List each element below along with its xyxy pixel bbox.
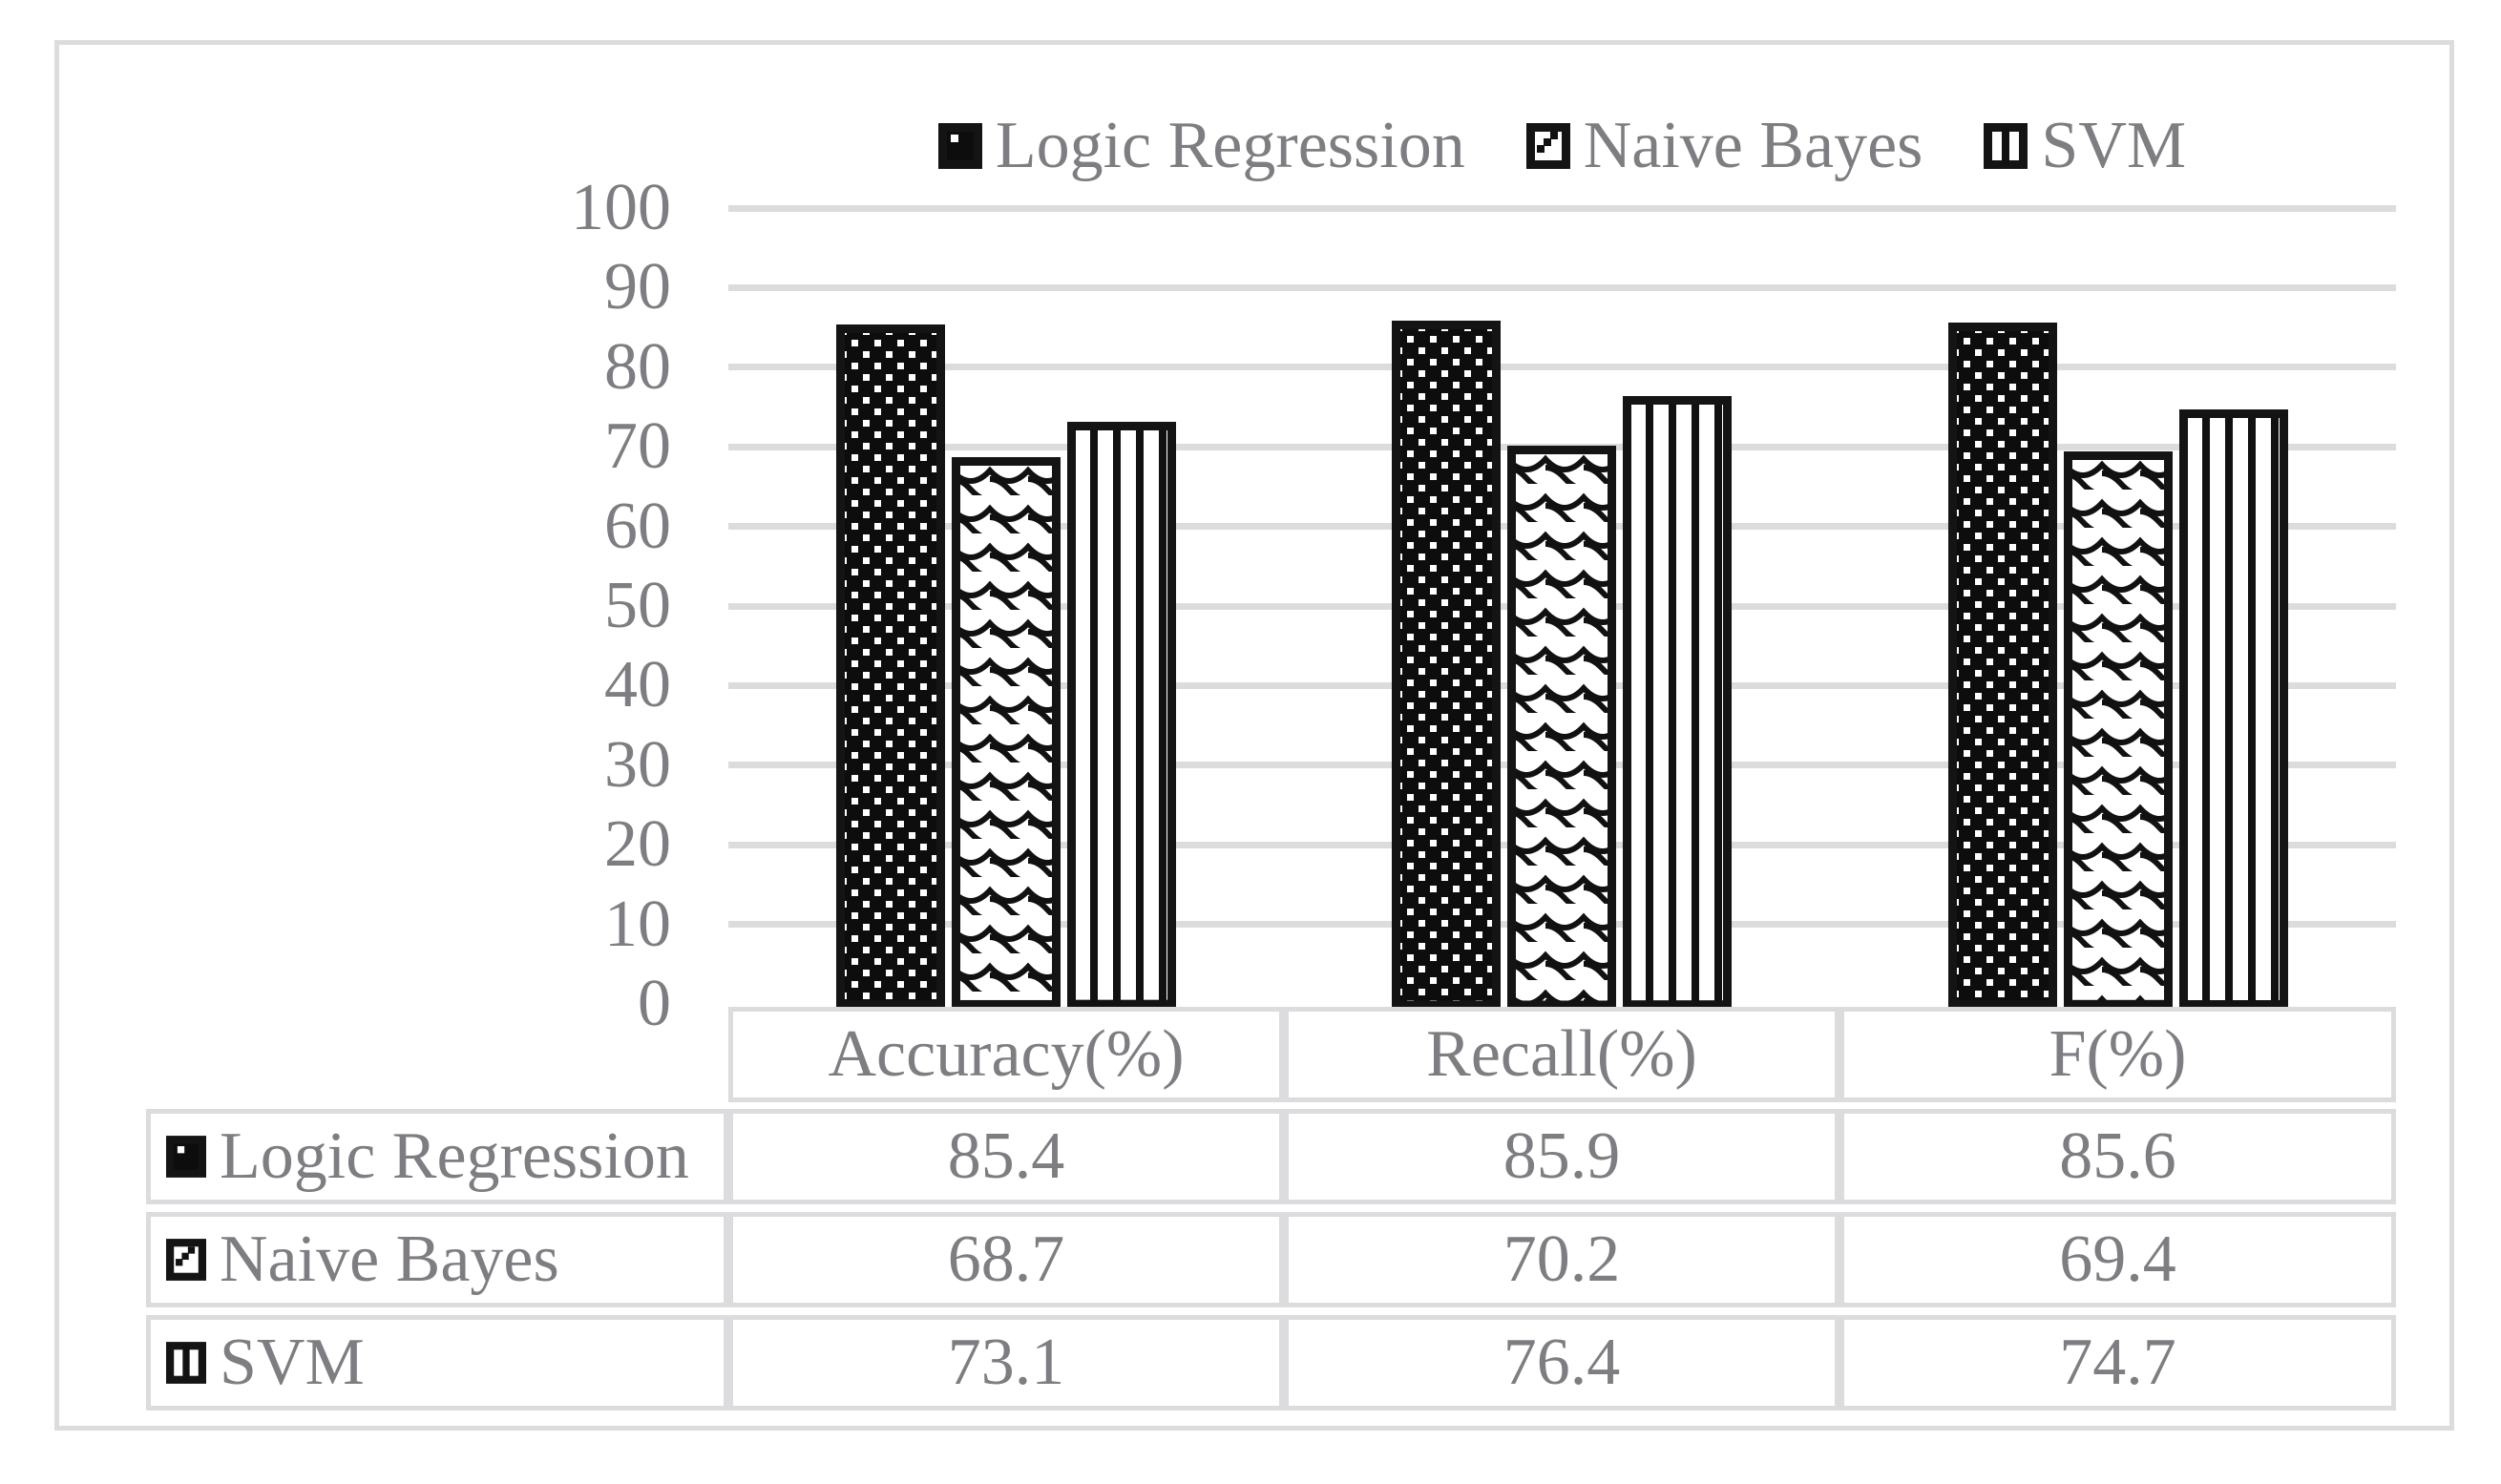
table-cell: 85.6: [1839, 1109, 2396, 1204]
bar-naive-bayes: [952, 457, 1061, 1009]
legend: Logic Regression Naive Bayes SVM: [728, 112, 2396, 180]
table-row-label-naive-bayes: Naive Bayes: [146, 1212, 728, 1307]
y-tick-label: 20: [604, 807, 671, 882]
legend-item-logic-regression: Logic Regression: [937, 109, 1465, 182]
table-cell: 85.9: [1284, 1109, 1839, 1204]
table-cell: 70.2: [1284, 1212, 1839, 1307]
table-row-label-text: Logic Regression: [220, 1119, 689, 1193]
gridline: [728, 204, 2396, 212]
y-tick-label: 40: [604, 648, 671, 722]
legend-marker-dots-icon: [937, 123, 982, 169]
y-tick-label: 70: [604, 409, 671, 484]
y-tick-label: 10: [604, 887, 671, 961]
legend-label-naive-bayes: Naive Bayes: [1583, 109, 1923, 182]
legend-label-logic-regression: Logic Regression: [995, 109, 1465, 182]
gridline: [728, 283, 2396, 291]
bar-logic-regression: [1947, 323, 2057, 1009]
y-tick-label: 50: [604, 569, 671, 642]
legend-marker-stripes-icon: [1984, 123, 2028, 169]
table-marker-dots-icon: [166, 1136, 206, 1178]
y-tick-label: 100: [571, 171, 671, 244]
table-marker-stripes-icon: [166, 1342, 206, 1384]
legend-marker-scales-icon: [1525, 123, 1570, 169]
y-tick-label: 0: [638, 967, 671, 1040]
table-row-label-svm: SVM: [146, 1315, 728, 1411]
bar-logic-regression: [836, 324, 945, 1009]
table-cell: 74.7: [1839, 1315, 2396, 1411]
table-row-label-text: Naive Bayes: [220, 1223, 559, 1296]
table-row-label-text: SVM: [220, 1326, 365, 1399]
table-header-accuracy: Accuracy(%): [728, 1007, 1284, 1102]
table-row-label-logic-regression: Logic Regression: [146, 1109, 728, 1204]
y-tick-label: 30: [604, 727, 671, 802]
legend-label-svm: SVM: [2041, 109, 2187, 182]
bar-naive-bayes: [2063, 451, 2173, 1009]
chart-frame: Logic Regression Naive Bayes SVM 0 10 20 30…: [54, 40, 2454, 1431]
bar-logic-regression: [1392, 320, 1502, 1009]
table-marker-scales-icon: [166, 1239, 206, 1281]
y-tick-label: 90: [604, 250, 671, 324]
table-cell: 85.4: [728, 1109, 1284, 1204]
y-tick-label: 80: [604, 329, 671, 404]
table-cell: 69.4: [1839, 1212, 2396, 1307]
table-cell: 73.1: [728, 1315, 1284, 1411]
table-cell: 76.4: [1284, 1315, 1839, 1411]
bar-svm: [1623, 395, 1733, 1009]
legend-item-svm: SVM: [1984, 112, 2186, 180]
y-tick-label: 60: [604, 489, 671, 563]
bar-svm: [2178, 409, 2288, 1009]
legend-item-naive-bayes: Naive Bayes: [1525, 109, 1923, 182]
gridline: [728, 364, 2396, 371]
table-header-recall: Recall(%): [1284, 1007, 1839, 1102]
plot-area: [728, 204, 2396, 1009]
table-header-f: F(%): [1839, 1007, 2396, 1102]
bar-naive-bayes: [1507, 445, 1617, 1009]
bar-svm: [1067, 422, 1176, 1009]
table-cell: 68.7: [728, 1212, 1284, 1307]
